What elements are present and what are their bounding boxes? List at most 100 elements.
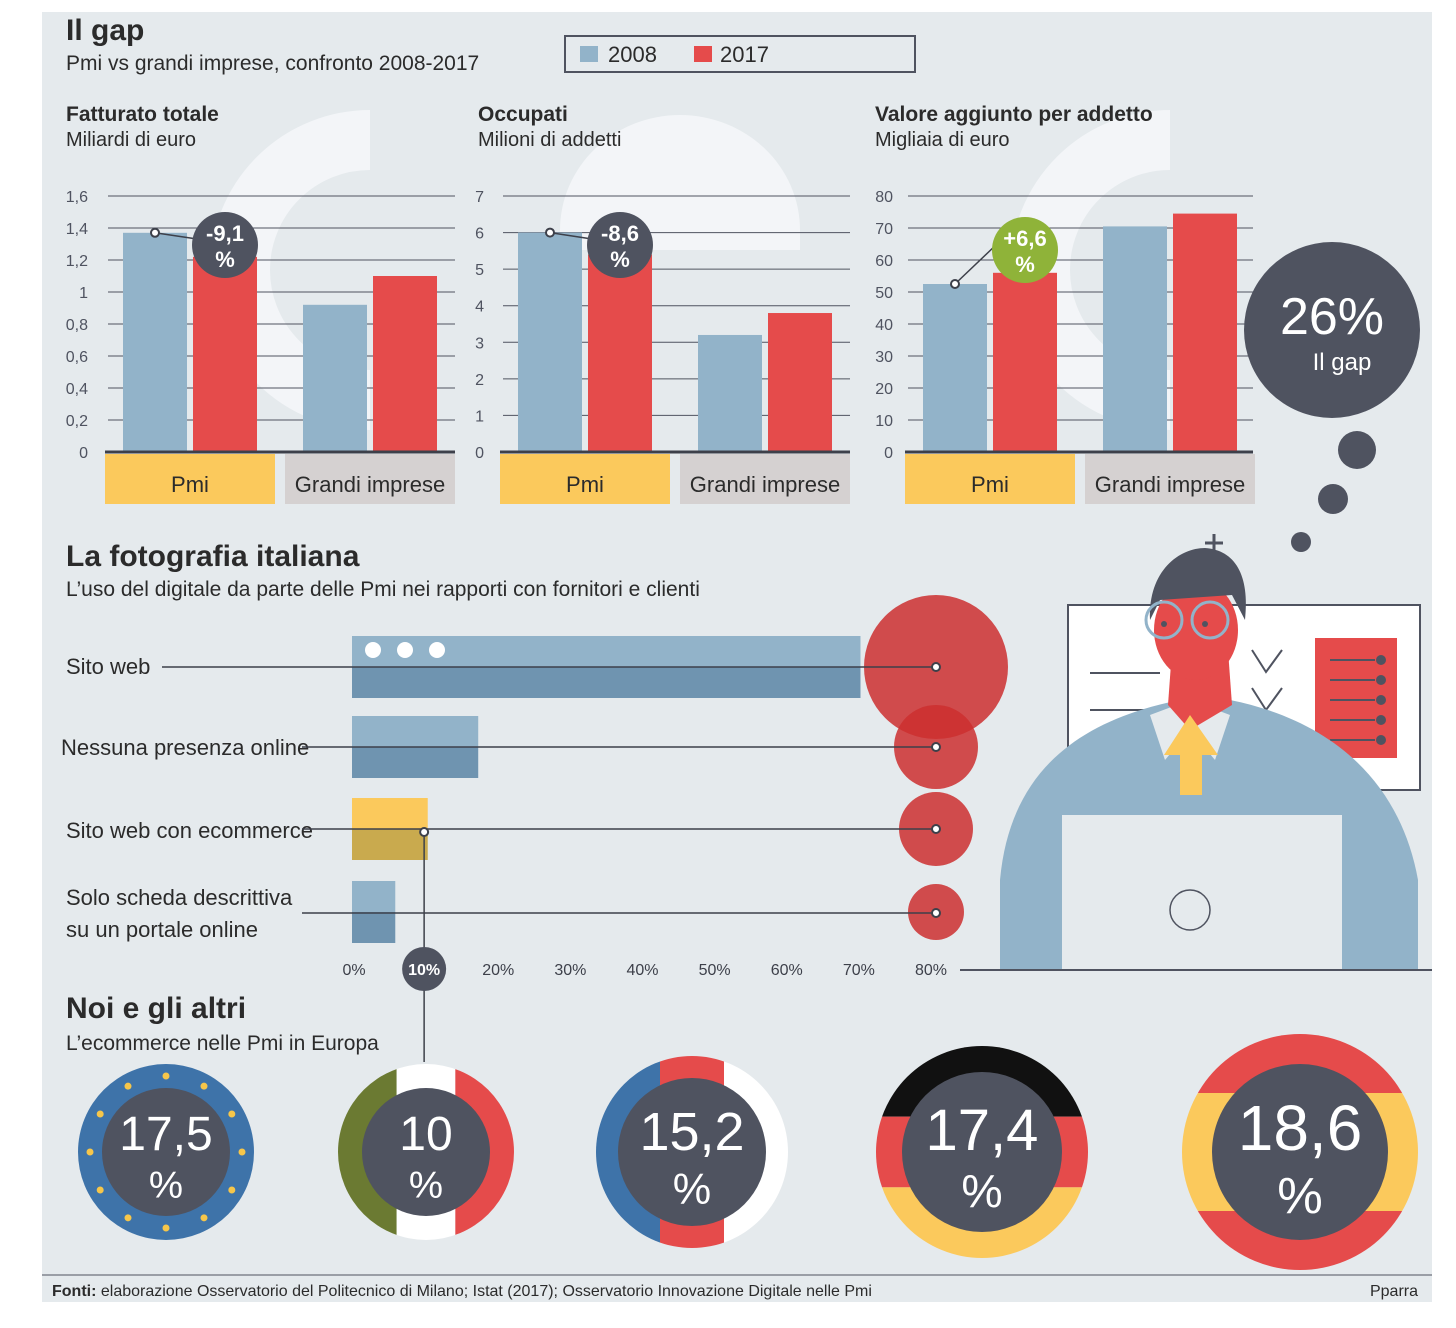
badge-unit: % xyxy=(149,1164,183,1207)
eu-star-icon xyxy=(96,1186,104,1194)
main-subtitle: Pmi vs grandi imprese, confronto 2008-20… xyxy=(66,52,479,75)
person-hair xyxy=(1149,548,1246,620)
category-label: Sito web con ecommerce xyxy=(66,818,313,843)
badge-center xyxy=(362,1088,490,1216)
y-tick-label: 1,2 xyxy=(66,253,88,270)
person-eye-right xyxy=(1202,621,1208,627)
eu-star-icon xyxy=(124,1082,132,1090)
browser-dot-icon xyxy=(365,642,381,658)
badge-center xyxy=(618,1078,766,1226)
badge-unit: % xyxy=(673,1165,711,1213)
bar-pmi-2008 xyxy=(123,232,187,452)
list-card-lines xyxy=(1330,659,1375,741)
change-badge-unit: % xyxy=(610,247,630,272)
change-leader-line xyxy=(154,232,198,240)
category-label-line2: su un portale online xyxy=(66,917,258,942)
gap-bubble-circle xyxy=(1244,242,1420,418)
eu-star-icon xyxy=(162,1224,170,1232)
category-label-pmi: Pmi xyxy=(171,472,209,497)
eu-star-icon xyxy=(228,1186,236,1194)
gap-thought-bubble: 26% Il gap xyxy=(1244,242,1420,552)
footer-credit: Pparra xyxy=(1370,1283,1418,1300)
badge-center xyxy=(102,1088,230,1216)
change-badge xyxy=(992,217,1058,283)
category-box-pmi xyxy=(905,454,1075,504)
legend-label-2017: 2017 xyxy=(720,42,769,67)
footer-sources: Fonti: elaborazione Osservatorio del Pol… xyxy=(52,1283,872,1300)
eu-star-icon xyxy=(200,1082,208,1090)
badge-value: 10 xyxy=(399,1108,452,1161)
category-label-grandi-imprese: Grandi imprese xyxy=(295,472,445,497)
bar-pmi-2017 xyxy=(993,272,1057,452)
badge-value: 17,4 xyxy=(926,1098,1039,1163)
hbar-bottom xyxy=(352,747,479,778)
category-label-pmi: Pmi xyxy=(971,472,1009,497)
eu-flag-badge: 17,5% xyxy=(78,1064,254,1240)
y-tick-label: 50 xyxy=(875,285,893,302)
badge-unit: % xyxy=(1277,1167,1323,1224)
category-label-grandi-imprese: Grandi imprese xyxy=(690,472,840,497)
badge-center xyxy=(1212,1064,1388,1240)
bar-pmi-2008 xyxy=(923,284,987,452)
bar-grandi-imprese-2017 xyxy=(768,313,832,452)
x-tick-label: 40% xyxy=(626,962,658,979)
y-tick-label: 0 xyxy=(884,445,893,462)
change-badge-value: -9,1 xyxy=(206,221,244,246)
y-tick-label: 2 xyxy=(475,372,484,389)
y-tick-label: 80 xyxy=(875,189,893,206)
change-anchor-dot xyxy=(545,227,555,238)
bar-pmi-2008 xyxy=(518,232,582,452)
glasses-right-icon xyxy=(1190,600,1230,640)
laptop-logo-icon xyxy=(1169,889,1211,931)
category-box-grandi-imprese xyxy=(680,454,850,504)
y-tick-label: 60 xyxy=(875,253,893,270)
category-box-pmi xyxy=(500,454,670,504)
y-tick-label: 0,4 xyxy=(66,381,88,398)
y-tick-label: 1 xyxy=(475,408,484,425)
x-tick-label: 30% xyxy=(554,962,586,979)
laptop xyxy=(1062,815,1342,975)
germany-flag-badge: 17,4% xyxy=(876,1046,1088,1258)
category-box-grandi-imprese xyxy=(1085,454,1255,504)
change-badge xyxy=(192,212,258,278)
y-tick-label: 7 xyxy=(475,189,484,206)
change-badge-value: -8,6 xyxy=(601,221,639,246)
chart-title: Fatturato totale xyxy=(66,103,219,126)
section-title-fotografia: La fotografia italiana xyxy=(66,540,360,573)
badge-center xyxy=(902,1072,1062,1232)
person-illustration xyxy=(960,534,1432,975)
hbar-top xyxy=(352,716,479,747)
hbar-bottom xyxy=(352,912,396,943)
hbar-bottom xyxy=(352,829,428,860)
footer-sources-label: Fonti: xyxy=(52,1283,96,1300)
hbar-top xyxy=(352,636,861,667)
y-tick-label: 3 xyxy=(475,335,484,352)
bar-grandi-imprese-2017 xyxy=(1173,213,1237,452)
eu-star-icon xyxy=(162,1072,170,1080)
y-tick-label: 30 xyxy=(875,349,893,366)
change-anchor-dot xyxy=(150,227,160,238)
chart-valore-aggiunto: Valore aggiunto per addetto Migliaia di e… xyxy=(875,103,1255,504)
legend: 2008 2017 xyxy=(564,35,916,73)
browser-dot-icon xyxy=(429,642,445,658)
eu-star-icon xyxy=(238,1148,246,1156)
legend-frame xyxy=(564,35,916,73)
y-tick-label: 1 xyxy=(79,285,88,302)
hbar-top xyxy=(352,798,428,829)
browser-dot-icon xyxy=(397,642,413,658)
main-title: Il gap xyxy=(66,14,144,47)
x-tick-label: 70% xyxy=(843,962,875,979)
change-badge-value: +6,6 xyxy=(1003,226,1046,251)
chart-digital-use: Sito web Nessuna presenza online Sito web … xyxy=(61,595,1008,1062)
y-tick-label: 0 xyxy=(79,445,88,462)
person-eye-left xyxy=(1161,621,1167,627)
leader-end-dot xyxy=(931,742,941,752)
change-anchor-dot xyxy=(950,279,960,289)
legend-label-2008: 2008 xyxy=(608,42,657,67)
gap-bubble-value: 26% xyxy=(1280,288,1384,346)
y-tick-label: 0,6 xyxy=(66,349,88,366)
section-title-europa: Noi e gli altri xyxy=(66,992,246,1025)
badge-value: 15,2 xyxy=(639,1102,744,1162)
chart-title: Occupati xyxy=(478,103,568,126)
